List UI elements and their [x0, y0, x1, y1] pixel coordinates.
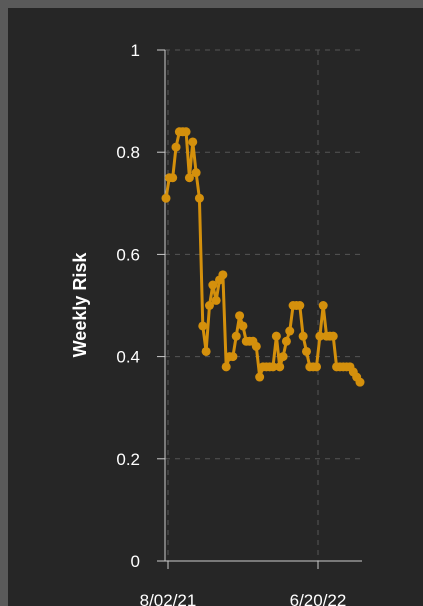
data-point: [318, 301, 328, 310]
x-tick-label: 6/20/22: [290, 591, 347, 606]
y-tick-label: 0.8: [116, 143, 140, 162]
x-tick-labels: 8/02/21 6/20/22: [140, 591, 347, 606]
data-point: [251, 341, 261, 351]
data-point: [231, 331, 241, 341]
data-point: [188, 137, 198, 147]
data-point: [315, 331, 325, 341]
data-point: [271, 331, 281, 341]
data-point: [328, 331, 338, 341]
x-tick-label: 8/02/21: [140, 591, 197, 606]
data-point: [191, 168, 201, 178]
y-tick-label: 0.6: [116, 245, 140, 264]
data-point: [255, 372, 265, 382]
data-point: [208, 280, 218, 290]
data-point: [268, 362, 278, 372]
data-point: [204, 301, 214, 310]
data-point: [295, 301, 305, 310]
data-point: [238, 321, 248, 331]
y-tick-label: 0.4: [116, 348, 140, 367]
data-point: [211, 295, 221, 305]
series-weekly-risk: [161, 127, 365, 387]
y-tick-labels: 0 0.2 0.4 0.6 0.8 1: [116, 41, 140, 571]
data-point: [278, 352, 288, 362]
data-point: [301, 346, 311, 356]
data-point: [168, 173, 178, 183]
data-point: [194, 193, 204, 203]
data-point: [228, 352, 238, 362]
data-point: [184, 173, 194, 183]
data-point: [281, 336, 291, 346]
grid: [165, 49, 362, 561]
chart-panel: [8, 8, 423, 606]
data-point: [235, 311, 245, 321]
data-point: [221, 362, 231, 372]
data-point: [355, 377, 365, 387]
data-point: [285, 326, 295, 336]
y-tick-label: 1: [131, 41, 140, 60]
data-point: [198, 321, 208, 331]
y-tick-label: 0.2: [116, 450, 140, 469]
data-point: [161, 193, 171, 203]
data-point: [181, 127, 191, 137]
data-point: [218, 270, 228, 280]
y-tick-label: 0: [131, 552, 140, 571]
data-point: [171, 142, 181, 152]
data-point: [275, 362, 285, 372]
data-point: [298, 331, 308, 341]
y-axis-label: Weekly Risk: [70, 252, 90, 358]
data-point: [312, 362, 322, 372]
data-point: [201, 346, 211, 356]
axes: [157, 49, 362, 569]
